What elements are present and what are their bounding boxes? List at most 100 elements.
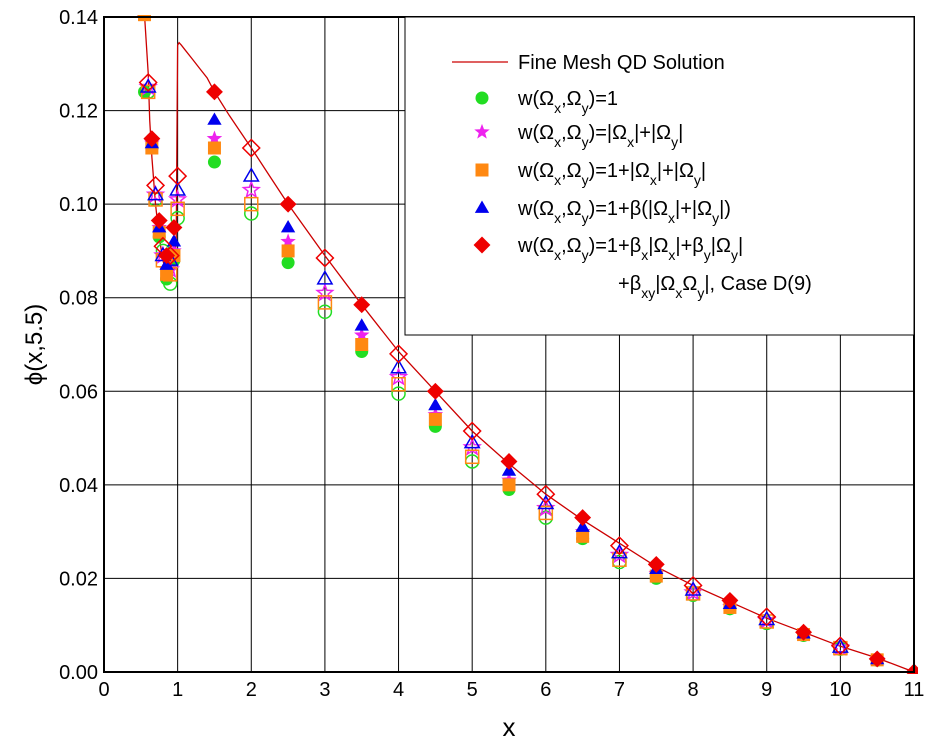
filled-marker-case-d9 [647,555,665,573]
x-tick-label: 9 [761,679,772,701]
filled-marker-one-plus-abs-sum [138,15,151,22]
filled-marker-case-d9 [165,219,183,236]
y-tick-label: 0.12 [59,101,98,123]
legend-label-abs-sum: w(Ωx,Ωy)=|Ωx|+|Ωy| [517,122,683,150]
open-marker-case-d9 [462,421,482,441]
series-case-d9 [138,72,918,674]
open-marker-beta [537,494,555,510]
x-tick-label: 3 [319,679,330,701]
open-marker-abs-sum [388,366,409,386]
open-marker-one-plus-abs-sum [244,196,259,212]
filled-marker-case-d9 [868,650,886,668]
open-marker-w1 [244,206,259,221]
filled-marker-one-plus-abs-sum [502,478,516,492]
open-marker-beta [831,638,849,653]
legend-label-beta: w(Ωx,Ωy)=1+β(|Ωx|+|Ωy|) [517,198,731,226]
open-marker-beta [169,181,187,196]
open-marker-w1 [317,304,333,319]
filled-marker-case-d9 [279,195,297,213]
filled-marker-w1 [281,256,295,270]
open-marker-case-d9 [138,72,158,93]
filled-marker-beta [354,318,369,331]
legend-label-fine-mesh: Fine Mesh QD Solution [518,52,725,74]
open-marker-beta [316,270,334,285]
y-tick-label: 0.14 [59,7,98,29]
filled-marker-beta [207,112,222,125]
open-marker-case-d9 [146,175,166,195]
open-marker-abs-sum [609,544,630,564]
filled-marker-case-d9 [721,591,739,609]
open-marker-one-plus-abs-sum [538,505,554,521]
open-marker-abs-sum [145,184,166,204]
open-marker-beta [147,185,164,201]
filled-marker-beta [280,220,296,233]
filled-marker-case-d9 [150,212,168,229]
filled-marker-case-d9 [353,296,371,314]
x-tick-label: 0 [98,679,109,701]
y-tick-label: 0.00 [59,662,98,684]
filled-marker-beta [428,397,443,411]
open-marker-case-d9 [168,166,188,186]
open-marker-w1 [391,386,406,401]
filled-marker-abs-sum [206,130,223,146]
filled-marker-one-plus-abs-sum [428,412,442,426]
filled-marker-beta [166,234,182,247]
open-marker-case-d9 [830,636,850,656]
y-tick-label: 0.02 [59,568,98,590]
x-tick-label: 8 [688,679,699,701]
y-axis-label: ϕ(x,5.5) [21,304,48,385]
open-marker-one-plus-abs-sum [759,614,774,629]
x-tick-label: 11 [904,679,925,701]
tick-labels: 0 1 2 3 4 5 6 7 8 9 10 11 0.00 0.02 0.04 0.06 0.08 0.10 0.… [59,7,924,701]
x-tick-label: 6 [540,679,551,701]
filled-marker-case-d9 [426,382,444,400]
filled-marker-one-plus-abs-sum [160,267,174,281]
legend-swatch-abs-sum [474,123,490,139]
legend-swatch-beta [474,200,490,213]
open-marker-case-d9 [536,484,556,504]
legend: Fine Mesh QD Solution w(Ωx,Ωy)=1 w(Ωx,Ωy)=… [404,16,915,336]
legend-swatch-one-plus-abs-sum [475,163,489,177]
open-marker-one-plus-abs-sum [170,201,185,217]
open-marker-case-d9 [609,536,629,556]
y-tick-label: 0.10 [59,194,98,216]
legend-label-w1: w(Ωx,Ωy)=1 [517,88,618,116]
filled-marker-case-d9 [206,83,223,101]
y-tick-label: 0.04 [59,475,98,497]
open-marker-case-d9 [757,607,777,627]
x-tick-label: 7 [614,679,625,701]
filled-marker-one-plus-abs-sum [281,244,295,258]
open-marker-beta [242,167,260,182]
legend-label-one-plus-abs-sum: w(Ωx,Ωy)=1+|Ωx|+|Ωy| [517,160,706,188]
open-marker-beta [684,581,702,596]
y-tick-label: 0.06 [59,381,98,403]
filled-marker-case-d9 [574,509,592,527]
open-marker-beta [463,433,481,449]
filled-marker-abs-sum [280,233,296,249]
legend-swatch-w1 [475,91,489,105]
open-marker-case-d9 [315,248,335,268]
x-tick-label: 1 [172,679,183,701]
x-tick-label: 4 [393,679,404,701]
open-marker-abs-sum [241,179,262,199]
filled-marker-case-d9 [795,623,812,641]
legend-label-case-d9-cont: +βxy|ΩxΩy|, Case D(9) [618,273,812,301]
filled-marker-one-plus-abs-sum [576,529,590,543]
x-tick-label: 5 [467,679,478,701]
legend-swatch-case-d9 [473,236,491,254]
open-marker-case-d9 [683,575,703,595]
open-marker-one-plus-abs-sum [317,295,333,310]
open-marker-case-d9 [241,138,261,158]
filled-marker-one-plus-abs-sum [207,141,221,155]
filled-marker-abs-sum [354,327,370,342]
x-tick-label: 10 [829,679,851,701]
marker-layer [138,15,918,674]
x-tick-label: 2 [246,679,257,701]
open-marker-beta [390,358,407,374]
y-tick-label: 0.08 [59,288,98,310]
open-marker-case-d9 [389,344,409,364]
x-axis-label: x [503,712,516,741]
filled-marker-w1 [207,155,221,169]
open-marker-beta [139,78,157,93]
